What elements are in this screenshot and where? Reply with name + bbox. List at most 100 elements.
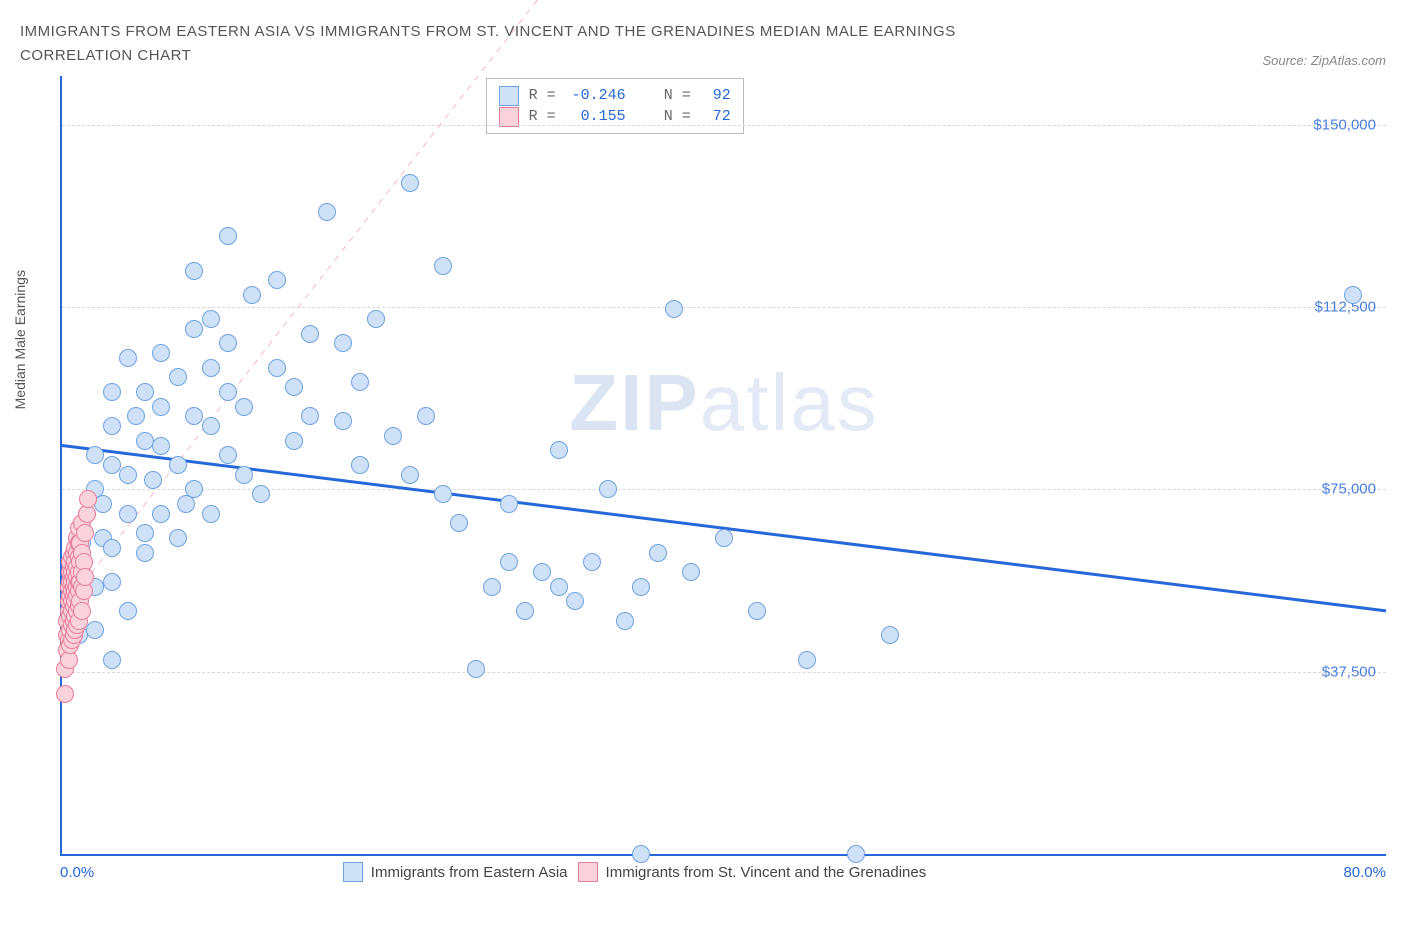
data-point-eastern_asia [616,612,634,630]
title-line1: IMMIGRANTS FROM EASTERN ASIA VS IMMIGRAN… [20,23,956,40]
series-label: Immigrants from Eastern Asia [371,864,568,881]
gridline [62,125,1386,126]
data-point-eastern_asia [103,383,121,401]
y-tick-label: $112,500 [1315,298,1376,315]
title-line2: CORRELATION CHART [20,47,191,64]
data-point-eastern_asia [334,334,352,352]
series-legend-item-eastern_asia: Immigrants from Eastern Asia [343,862,568,882]
trend-lines [62,76,1386,854]
x-tick-max: 80.0% [1343,864,1386,881]
n-value: 92 [701,85,731,106]
r-value: -0.246 [566,85,626,106]
series-legend-item-stvincent: Immigrants from St. Vincent and the Gren… [578,862,927,882]
watermark: ZIPatlas [569,357,878,449]
data-point-eastern_asia [500,553,518,571]
data-point-eastern_asia [434,257,452,275]
data-point-eastern_asia [632,845,650,863]
data-point-eastern_asia [301,407,319,425]
data-point-eastern_asia [219,227,237,245]
data-point-eastern_asia [152,437,170,455]
legend-swatch [343,862,363,882]
data-point-eastern_asia [384,427,402,445]
y-tick-label: $150,000 [1313,116,1376,133]
data-point-eastern_asia [136,383,154,401]
data-point-eastern_asia [252,485,270,503]
data-point-eastern_asia [86,621,104,639]
data-point-eastern_asia [136,432,154,450]
data-point-eastern_asia [219,446,237,464]
data-point-eastern_asia [351,456,369,474]
data-point-eastern_asia [550,441,568,459]
y-tick-label: $37,500 [1322,663,1376,680]
data-point-eastern_asia [103,417,121,435]
watermark-rest: atlas [700,358,879,447]
x-tick-min: 0.0% [60,864,94,881]
data-point-eastern_asia [152,398,170,416]
data-point-eastern_asia [152,344,170,362]
gridline [62,672,1386,673]
data-point-eastern_asia [169,368,187,386]
data-point-eastern_asia [268,271,286,289]
legend-swatch [499,107,519,127]
data-point-eastern_asia [632,578,650,596]
data-point-eastern_asia [103,456,121,474]
data-point-eastern_asia [202,417,220,435]
series-label: Immigrants from St. Vincent and the Gren… [606,864,927,881]
data-point-eastern_asia [103,573,121,591]
data-point-eastern_asia [301,325,319,343]
data-point-eastern_asia [119,505,137,523]
data-point-eastern_asia [351,373,369,391]
data-point-eastern_asia [86,446,104,464]
data-point-eastern_asia [434,485,452,503]
data-point-stvincent [73,602,91,620]
data-point-eastern_asia [583,553,601,571]
data-point-eastern_asia [127,407,145,425]
y-axis-label: Median Male Earnings [12,270,28,409]
data-point-eastern_asia [500,495,518,513]
data-point-eastern_asia [599,480,617,498]
n-label: N = [664,85,691,106]
data-point-eastern_asia [285,432,303,450]
data-point-eastern_asia [467,660,485,678]
gridline [62,307,1386,308]
data-point-eastern_asia [202,505,220,523]
data-point-eastern_asia [219,383,237,401]
data-point-eastern_asia [566,592,584,610]
legend-row-eastern_asia: R =-0.246 N =92 [499,85,731,106]
data-point-eastern_asia [516,602,534,620]
data-point-stvincent [76,568,94,586]
data-point-eastern_asia [367,310,385,328]
data-point-stvincent [56,685,74,703]
data-point-eastern_asia [881,626,899,644]
data-point-eastern_asia [119,466,137,484]
data-point-eastern_asia [136,544,154,562]
data-point-eastern_asia [169,529,187,547]
data-point-eastern_asia [219,334,237,352]
data-point-eastern_asia [715,529,733,547]
data-point-stvincent [76,524,94,542]
data-point-eastern_asia [185,320,203,338]
data-point-eastern_asia [1344,286,1362,304]
legend-swatch [499,86,519,106]
data-point-eastern_asia [665,300,683,318]
data-point-eastern_asia [483,578,501,596]
data-point-eastern_asia [401,174,419,192]
data-point-eastern_asia [185,480,203,498]
series-legend: Immigrants from Eastern Asia Immigrants f… [343,862,926,882]
legend-swatch [578,862,598,882]
data-point-eastern_asia [334,412,352,430]
data-point-eastern_asia [285,378,303,396]
data-point-eastern_asia [533,563,551,581]
data-point-eastern_asia [847,845,865,863]
data-point-eastern_asia [152,505,170,523]
data-point-eastern_asia [268,359,286,377]
data-point-eastern_asia [119,349,137,367]
scatter-plot: ZIPatlas R =-0.246 N =92R =0.155 N =72 $… [60,76,1386,856]
data-point-eastern_asia [798,651,816,669]
data-point-eastern_asia [103,651,121,669]
data-point-eastern_asia [417,407,435,425]
data-point-eastern_asia [185,262,203,280]
data-point-stvincent [79,490,97,508]
data-point-eastern_asia [748,602,766,620]
data-point-eastern_asia [450,514,468,532]
